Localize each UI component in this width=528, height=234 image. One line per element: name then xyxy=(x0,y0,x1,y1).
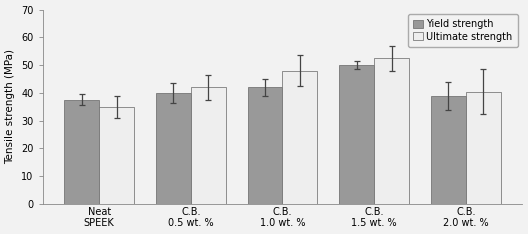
Bar xyxy=(248,87,282,204)
Bar xyxy=(340,65,374,204)
Bar xyxy=(374,58,409,204)
Legend: Yield strength, Ultimate strength: Yield strength, Ultimate strength xyxy=(408,15,517,47)
Y-axis label: Tensile strength (MPa): Tensile strength (MPa) xyxy=(6,49,15,164)
Bar xyxy=(466,91,501,204)
Bar xyxy=(99,107,134,204)
Bar xyxy=(431,96,466,204)
Bar xyxy=(156,93,191,204)
Bar xyxy=(191,87,225,204)
Bar xyxy=(282,71,317,204)
Bar xyxy=(64,100,99,204)
